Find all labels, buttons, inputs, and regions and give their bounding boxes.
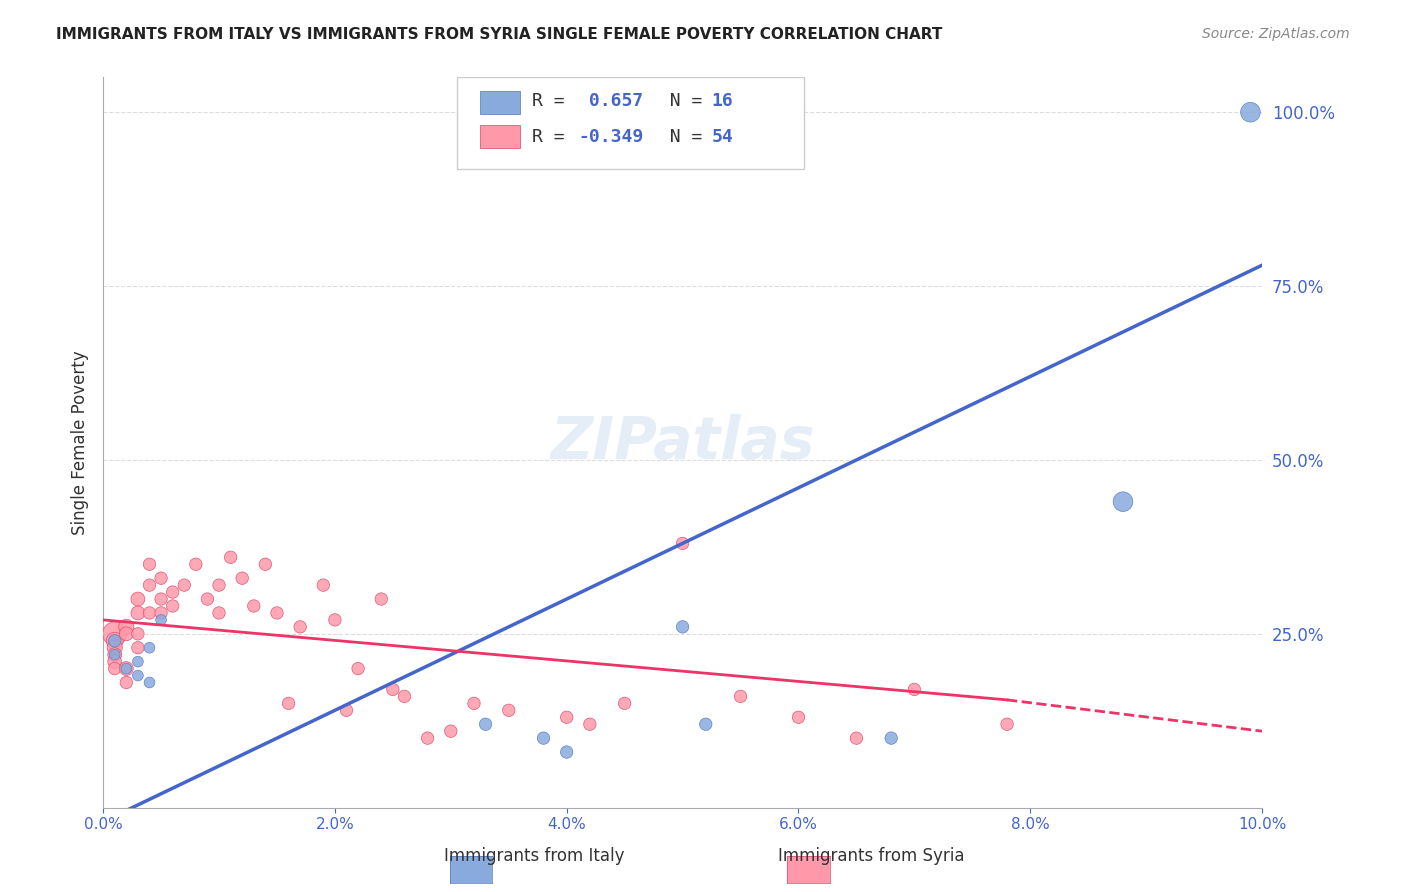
Point: [671, 620, 693, 634]
Point: [463, 697, 485, 711]
Point: [555, 745, 578, 759]
Point: [579, 717, 602, 731]
Point: [440, 724, 463, 739]
Point: [394, 690, 416, 704]
Point: [219, 550, 242, 565]
Point: [138, 578, 160, 592]
Point: [104, 662, 127, 676]
Point: [312, 578, 335, 592]
Point: [243, 599, 266, 613]
Point: [498, 703, 520, 717]
Point: [197, 592, 219, 607]
Point: [138, 675, 160, 690]
Point: [208, 606, 231, 620]
Point: [335, 703, 357, 717]
Point: [115, 620, 138, 634]
Point: [127, 668, 149, 682]
Text: R =: R =: [531, 92, 575, 110]
Point: [127, 655, 149, 669]
Point: [288, 620, 311, 634]
Point: [266, 606, 288, 620]
Point: [370, 592, 392, 607]
Point: [208, 578, 231, 592]
Text: IMMIGRANTS FROM ITALY VS IMMIGRANTS FROM SYRIA SINGLE FEMALE POVERTY CORRELATION: IMMIGRANTS FROM ITALY VS IMMIGRANTS FROM…: [56, 27, 942, 42]
Point: [150, 606, 173, 620]
Point: [173, 578, 195, 592]
Text: ZIPatlas: ZIPatlas: [550, 414, 815, 471]
Point: [995, 717, 1018, 731]
Point: [104, 655, 127, 669]
Point: [277, 697, 299, 711]
Point: [254, 558, 277, 572]
Point: [695, 717, 717, 731]
Text: 54: 54: [711, 128, 734, 145]
Point: [787, 710, 810, 724]
Point: [138, 640, 160, 655]
Point: [150, 571, 173, 585]
Point: [416, 731, 439, 746]
Point: [104, 648, 127, 662]
Point: [104, 633, 127, 648]
Text: -0.349: -0.349: [578, 128, 644, 145]
Point: [104, 633, 127, 648]
Point: [115, 662, 138, 676]
Point: [671, 536, 693, 550]
Text: Source: ZipAtlas.com: Source: ZipAtlas.com: [1202, 27, 1350, 41]
Point: [231, 571, 253, 585]
Point: [104, 627, 127, 641]
Point: [150, 592, 173, 607]
Text: Immigrants from Italy: Immigrants from Italy: [444, 847, 624, 865]
Point: [115, 662, 138, 676]
Point: [730, 690, 752, 704]
Point: [115, 627, 138, 641]
Point: [903, 682, 925, 697]
Point: [347, 662, 370, 676]
Text: 0.657: 0.657: [578, 92, 644, 110]
Text: N =: N =: [648, 92, 713, 110]
Point: [184, 558, 207, 572]
Point: [845, 731, 868, 746]
Point: [104, 640, 127, 655]
Point: [880, 731, 903, 746]
FancyBboxPatch shape: [457, 78, 804, 169]
Point: [115, 675, 138, 690]
Point: [127, 592, 149, 607]
Y-axis label: Single Female Poverty: Single Female Poverty: [72, 351, 89, 535]
Point: [323, 613, 346, 627]
Point: [381, 682, 404, 697]
Point: [138, 558, 160, 572]
Point: [127, 606, 149, 620]
Text: N =: N =: [648, 128, 713, 145]
Point: [533, 731, 555, 746]
Point: [138, 606, 160, 620]
Point: [127, 627, 149, 641]
Point: [1112, 494, 1135, 508]
Point: [127, 640, 149, 655]
Text: Immigrants from Syria: Immigrants from Syria: [779, 847, 965, 865]
Point: [613, 697, 636, 711]
Point: [162, 599, 184, 613]
Point: [1239, 105, 1261, 120]
FancyBboxPatch shape: [479, 125, 520, 148]
Point: [104, 648, 127, 662]
Point: [555, 710, 578, 724]
Point: [474, 717, 496, 731]
Point: [150, 613, 173, 627]
Text: 16: 16: [711, 92, 734, 110]
FancyBboxPatch shape: [479, 91, 520, 114]
Text: R =: R =: [531, 128, 575, 145]
Point: [162, 585, 184, 599]
